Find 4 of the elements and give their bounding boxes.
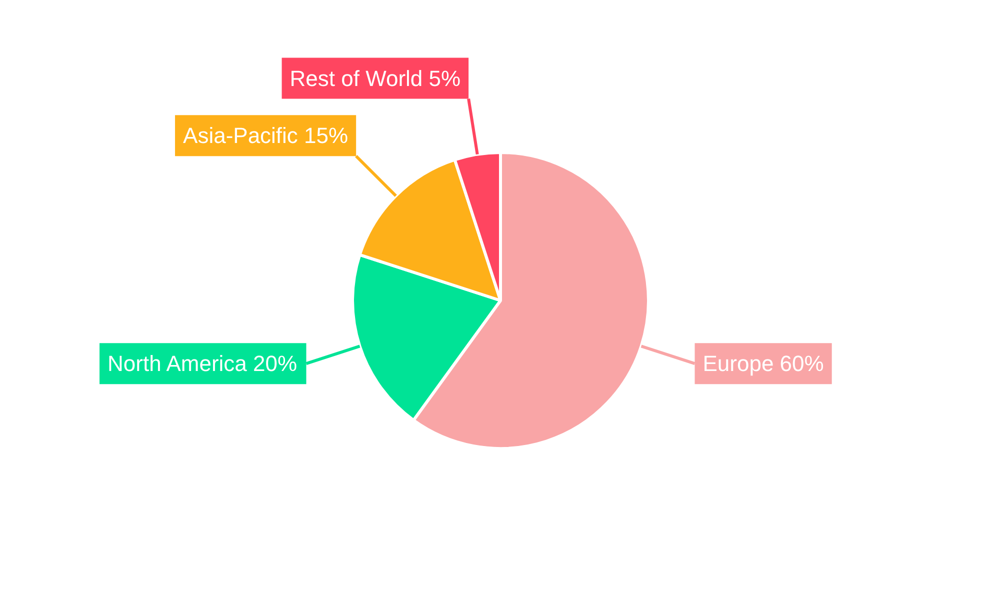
slice-label: Europe 60% [702, 351, 824, 376]
slice-label: Asia-Pacific 15% [183, 123, 348, 148]
slice-label: North America 20% [108, 351, 298, 376]
slice-label: Rest of World 5% [290, 66, 461, 91]
